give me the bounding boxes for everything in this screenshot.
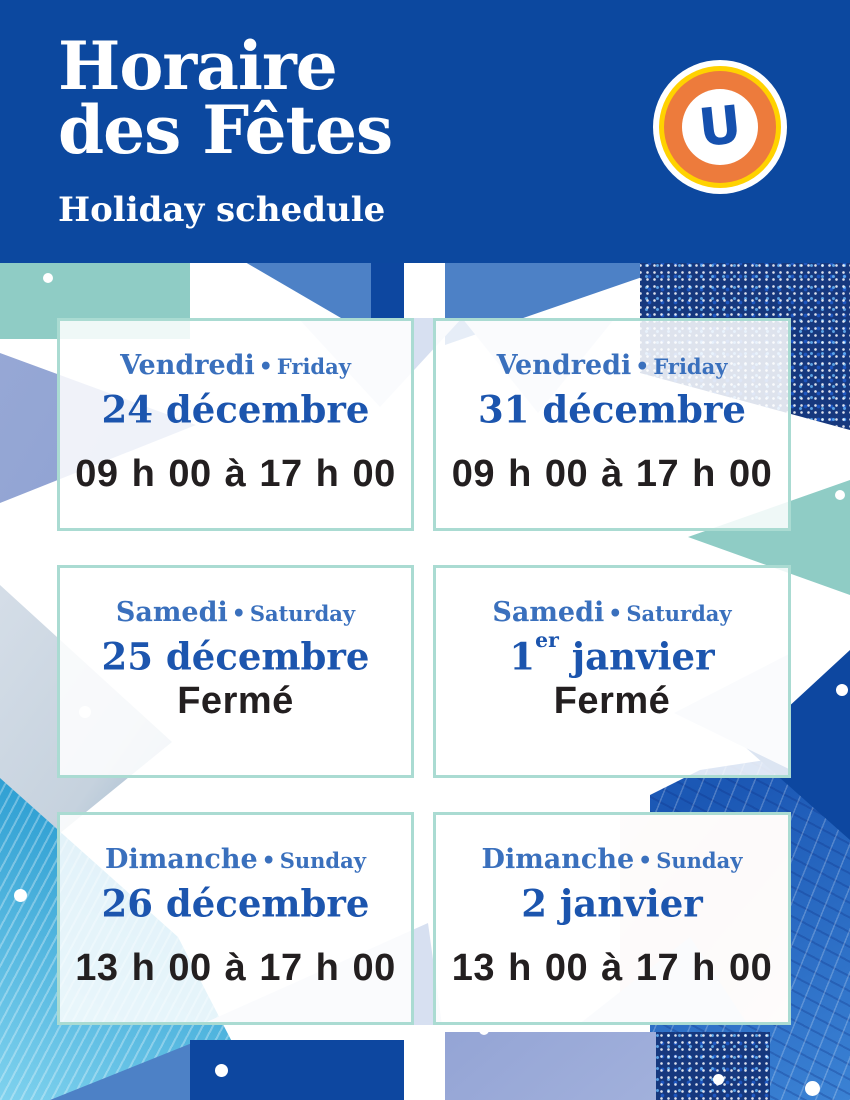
snow-dot [835,490,845,500]
bg-lavender-texture-bottom [445,1032,656,1100]
day-french: Vendredi [120,350,255,381]
card-date: 24 décembre [102,382,370,429]
day-english: Sunday [656,848,743,873]
schedule-card-dec-25: Samedi • Saturday 25 décembre Fermé [57,565,414,778]
date-text: 24 décembre [101,387,370,432]
card-day: Vendredi • Friday [120,351,351,382]
card-hours: 09 h 00 à 17 h 00 [75,453,396,495]
card-hours: 13 h 00 à 17 h 00 [451,947,773,989]
poster-header: Horaire des Fêtes Holiday schedule U [0,0,850,263]
snow-dot [25,492,36,503]
bullet-separator: • [608,601,623,627]
snow-dot [805,1081,820,1096]
card-hours: 13 h 00 à 17 h 00 [75,947,396,989]
card-hours: 09 h 00 à 17 h 00 [451,453,773,495]
bg-royal-block-top [371,255,404,318]
day-english: Friday [276,354,351,379]
snow-dot [14,889,27,902]
date-text: 25 décembre [101,634,370,679]
day-french: Vendredi [496,350,632,381]
logo-center-circle: U [682,89,758,165]
card-date: 31 décembre [478,382,746,429]
card-day: Samedi • Saturday [116,598,355,629]
card-date: 1er janvier [509,627,715,679]
card-date: 2 janvier [521,876,702,923]
bullet-separator: • [261,848,276,874]
schedule-card-jan-1: Samedi • Saturday 1er janvier Fermé [433,565,791,778]
schedule-card-jan-2: Dimanche • Sunday 2 janvier 13 h 00 à 17 h… [433,812,791,1025]
card-day: Samedi • Saturday [492,598,731,629]
date-text: 2 janvier [521,881,703,926]
card-day: Dimanche • Sunday [105,845,366,876]
day-english: Friday [653,354,728,379]
snow-dot [836,684,848,696]
day-english: Saturday [626,601,732,626]
poster-title: Horaire des Fêtes [58,27,393,169]
card-day: Dimanche • Sunday [482,845,743,876]
snow-dot [215,1064,228,1077]
bullet-separator: • [258,354,273,380]
snow-dot [479,1025,489,1035]
schedule-card-dec-26: Dimanche • Sunday 26 décembre 13 h 00 à 17… [57,812,414,1025]
snow-dot [43,273,53,283]
date-text-rest: janvier [558,634,715,679]
date-text: 1 [509,634,536,679]
logo-u-letter: U [695,94,745,160]
snow-dot [713,1074,724,1085]
schedule-grid: Vendredi • Friday 24 décembre 09 h 00 à 17… [57,318,791,1025]
day-french: Dimanche [105,844,258,875]
schedule-card-dec-31: Vendredi • Friday 31 décembre 09 h 00 à 17… [433,318,791,531]
brand-logo: U [653,60,787,194]
title-line-fr-2: des Fêtes [58,91,393,169]
schedule-card-dec-24: Vendredi • Friday 24 décembre 09 h 00 à 17… [57,318,414,531]
day-french: Dimanche [481,844,635,875]
card-date: 26 décembre [102,876,370,923]
title-line-fr-1: Horaire [58,27,338,105]
bullet-separator: • [635,354,650,380]
bullet-separator: • [638,848,653,874]
bullet-separator: • [231,601,246,627]
day-french: Samedi [492,597,605,628]
poster-subtitle: Holiday schedule [58,190,386,230]
card-hours: Fermé [553,680,671,722]
date-text: 31 décembre [478,387,746,432]
day-english: Sunday [279,848,366,873]
card-day: Vendredi • Friday [497,351,728,382]
logo-orange-ring: U [664,71,776,183]
logo-yellow-ring: U [659,66,781,188]
card-hours: Fermé [177,680,294,722]
day-english: Saturday [249,601,356,626]
card-date: 25 décembre [102,629,370,676]
date-text: 26 décembre [101,881,370,926]
day-french: Samedi [115,597,228,628]
bg-glitter-texture-bottom [656,1032,770,1100]
date-superscript: er [535,627,559,652]
